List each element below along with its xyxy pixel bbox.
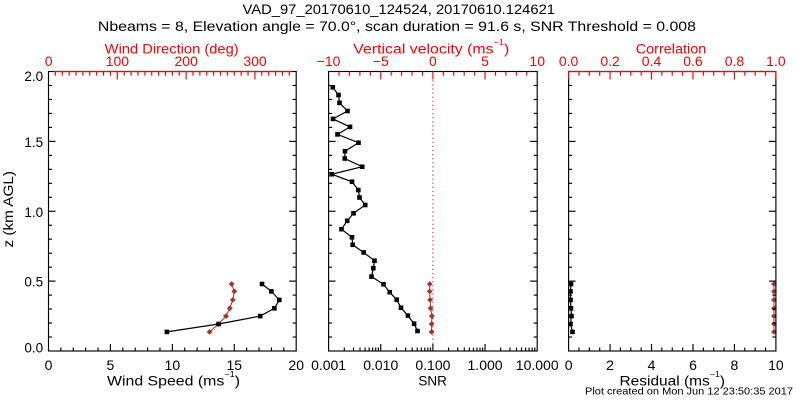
svg-text:VAD_97_20170610_124524, 201706: VAD_97_20170610_124524, 20170610.124621 — [243, 2, 556, 17]
svg-text:Plot created on Mon Jun 12 23:: Plot created on Mon Jun 12 23:50:35 2017 — [585, 386, 793, 397]
svg-text:0: 0 — [45, 357, 53, 373]
svg-text:0.6: 0.6 — [683, 53, 703, 69]
svg-text:10: 10 — [768, 357, 784, 373]
svg-text:0.4: 0.4 — [642, 53, 662, 69]
svg-text:0: 0 — [45, 53, 53, 69]
svg-text:100: 100 — [106, 53, 130, 69]
svg-text:2.0: 2.0 — [24, 69, 43, 84]
svg-text:1.5: 1.5 — [24, 135, 43, 150]
svg-text:8: 8 — [731, 357, 739, 373]
svg-text:0.0: 0.0 — [559, 53, 579, 69]
svg-text:10: 10 — [529, 53, 545, 69]
svg-text:Vertical velocity (ms−1): Vertical velocity (ms −1) — [353, 38, 509, 56]
svg-text:0.010: 0.010 — [363, 357, 398, 373]
svg-text:SNR: SNR — [418, 373, 447, 388]
svg-text:0.5: 0.5 — [24, 275, 43, 290]
svg-text:0.100: 0.100 — [415, 357, 450, 373]
svg-text:20: 20 — [288, 357, 304, 373]
svg-text:Wind Speed (ms−1): Wind Speed (ms −1) — [107, 370, 240, 388]
svg-text:z (km AGL): z (km AGL) — [1, 171, 16, 248]
svg-text:0.2: 0.2 — [600, 53, 620, 69]
svg-text:200: 200 — [175, 53, 199, 69]
svg-text:6: 6 — [689, 357, 697, 373]
svg-text:−5: −5 — [373, 53, 389, 69]
svg-text:10: 10 — [165, 357, 181, 373]
svg-text:0.8: 0.8 — [725, 53, 745, 69]
svg-text:0: 0 — [429, 53, 437, 69]
svg-text:5: 5 — [107, 357, 115, 373]
svg-text:1.0: 1.0 — [24, 205, 43, 220]
svg-text:10.000: 10.000 — [516, 357, 559, 373]
svg-text:0.0: 0.0 — [24, 341, 43, 356]
svg-text:2: 2 — [606, 357, 614, 373]
svg-text:Wind Direction (deg): Wind Direction (deg) — [105, 41, 239, 56]
svg-text:0: 0 — [565, 357, 573, 373]
svg-text:4: 4 — [648, 357, 656, 373]
svg-text:Correlation: Correlation — [636, 41, 707, 56]
svg-text:0.001: 0.001 — [311, 357, 346, 373]
svg-text:−10: −10 — [317, 53, 341, 69]
svg-text:1.000: 1.000 — [468, 357, 503, 373]
svg-text:15: 15 — [226, 357, 242, 373]
svg-text:1.0: 1.0 — [766, 53, 786, 69]
svg-text:Nbeams = 8, Elevation angle =: Nbeams = 8, Elevation angle = 70.0°, sca… — [98, 19, 696, 34]
svg-text:300: 300 — [243, 53, 267, 69]
svg-text:5: 5 — [481, 53, 489, 69]
svg-text:Residual (ms−1): Residual (ms −1) — [620, 370, 726, 388]
